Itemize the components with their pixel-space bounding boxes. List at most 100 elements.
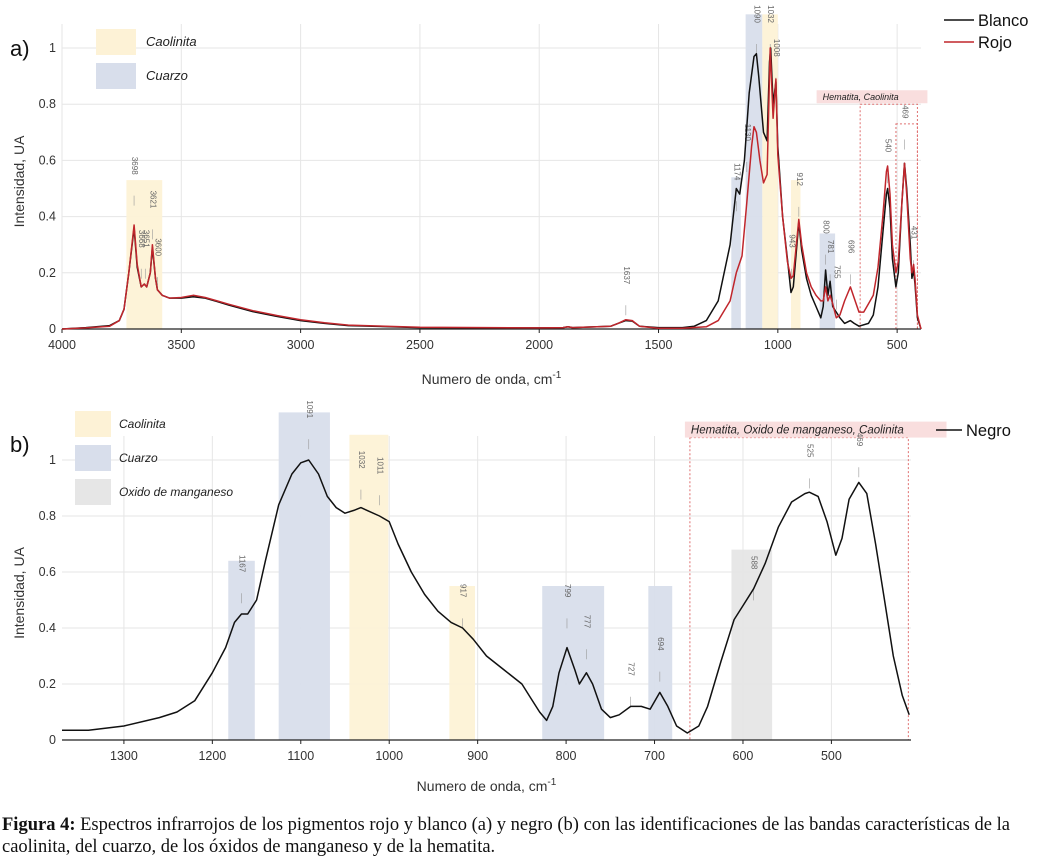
band-legend-label-cuarzo: Cuarzo <box>119 451 158 465</box>
peak-label: 3600 <box>153 238 162 256</box>
band-cuarzo <box>731 177 741 329</box>
x-axis-label: Numero de onda, cm-1 <box>417 777 557 794</box>
band-legend-label-oxido: Oxido de manganeso <box>119 485 233 499</box>
x-tick-label: 700 <box>644 749 665 763</box>
x-tick-label: 1100 <box>287 749 314 763</box>
x-tick-label: 2500 <box>406 338 434 352</box>
band-legend-swatch-caolinita <box>75 411 111 437</box>
band-legend-label-cuarzo: Cuarzo <box>146 68 188 83</box>
x-tick-label: 800 <box>556 749 577 763</box>
peak-label: 1011 <box>375 457 384 475</box>
peak-label: 755 <box>832 265 841 279</box>
x-axis-label-sup: -1 <box>547 777 556 788</box>
peak-label: 469 <box>855 433 864 447</box>
y-axis-label: Intensidad, UA <box>11 546 27 638</box>
peak-label: 917 <box>459 584 468 598</box>
band-caolinita <box>126 180 163 329</box>
peak-label: 777 <box>582 615 591 629</box>
band-oxido <box>731 549 773 740</box>
peak-label: 1032 <box>766 5 775 23</box>
caption-label: Figura 4: <box>2 815 76 835</box>
band-cuarzo <box>278 412 330 740</box>
peak-label: 1090 <box>752 5 761 23</box>
peak-label: 912 <box>795 173 804 187</box>
band-legend-swatch-cuarzo <box>75 445 111 471</box>
y-tick-label: 0.4 <box>39 621 56 635</box>
band-legend-swatch-caolinita <box>96 29 136 55</box>
series-line-rojo <box>61 47 922 330</box>
peak-label: 1032 <box>357 451 366 469</box>
peak-label: 799 <box>563 584 572 598</box>
band-cuarzo <box>228 560 255 740</box>
panel-label: a) <box>10 36 30 61</box>
x-tick-label: 3500 <box>167 338 195 352</box>
y-tick-label: 0.8 <box>39 509 56 523</box>
peak-label: 3651 <box>141 230 150 248</box>
y-tick-label: 0 <box>49 322 56 336</box>
peak-label: 525 <box>805 444 814 458</box>
series-line-negro <box>62 459 910 734</box>
peak-label: 469 <box>901 105 910 119</box>
peak-label: 694 <box>656 637 665 651</box>
peak-label: 1174 <box>732 163 741 181</box>
y-axis-label: Intensidad, UA <box>11 135 27 227</box>
x-tick-label: 600 <box>733 749 754 763</box>
peak-label: 3621 <box>148 191 157 209</box>
peak-label: 943 <box>787 234 796 248</box>
peak-label: 1130 <box>743 124 752 142</box>
panel-b: Hematita, Oxido de manganeso, Caolinita 1… <box>10 400 1011 794</box>
peak-label: 1167 <box>238 555 247 573</box>
x-tick-label: 500 <box>821 749 842 763</box>
caption-text: Espectros infrarrojos de los pigmentos r… <box>2 815 1010 857</box>
x-tick-label: 1500 <box>645 338 673 352</box>
legend-label-negro: Negro <box>966 422 1011 440</box>
band-legend-label-caolinita: Caolinita <box>119 417 166 431</box>
x-axis-label: Numero de onda, cm-1 <box>422 370 562 387</box>
band-cuarzo <box>648 586 673 740</box>
y-tick-label: 0.2 <box>39 677 56 691</box>
band-caolinita <box>449 586 476 740</box>
y-tick-label: 0.6 <box>39 153 56 167</box>
x-tick-label: 4000 <box>48 338 76 352</box>
x-tick-label: 1000 <box>764 338 792 352</box>
x-tick-label: 2000 <box>525 338 553 352</box>
y-tick-label: 0 <box>49 733 56 747</box>
hematita-region-box <box>689 437 909 741</box>
x-axis-label-sup: -1 <box>552 370 561 381</box>
peak-label: 588 <box>750 556 759 570</box>
x-tick-label: 1300 <box>110 749 138 763</box>
peak-label: 696 <box>846 240 855 254</box>
peak-label: 431 <box>910 226 919 240</box>
y-tick-label: 0.4 <box>39 210 56 224</box>
hematita-label-bg <box>816 90 928 104</box>
legend-label-rojo: Rojo <box>978 34 1012 52</box>
peak-label: 1637 <box>622 266 631 284</box>
panel-label: b) <box>10 432 30 457</box>
peak-label: 800 <box>822 220 831 234</box>
x-tick-label: 900 <box>467 749 488 763</box>
x-tick-label: 3000 <box>287 338 315 352</box>
peak-label: 540 <box>884 139 893 153</box>
x-tick-label: 1000 <box>375 749 403 763</box>
hematita-label: Hematita, Caolinita <box>823 92 899 102</box>
hematita-region-box <box>859 103 918 330</box>
y-tick-label: 1 <box>49 453 56 467</box>
x-tick-label: 1200 <box>198 749 226 763</box>
y-tick-label: 0.2 <box>39 266 56 280</box>
figure-caption: Figura 4: Espectros infrarrojos de los p… <box>2 814 1042 858</box>
peak-label: 3698 <box>130 157 139 175</box>
peak-label: 1008 <box>772 39 781 57</box>
peak-label: 781 <box>826 240 835 254</box>
band-caolinita <box>349 434 389 740</box>
band-legend-label-caolinita: Caolinita <box>146 34 197 49</box>
peak-label: 727 <box>627 662 636 676</box>
legend-label-blanco: Blanco <box>978 12 1028 30</box>
peak-label: 1091 <box>305 400 314 418</box>
panel-a: Hematita, Caolinita 4000 3500 3000 2500 2000 1… <box>10 5 1028 387</box>
y-tick-label: 0.6 <box>39 565 56 579</box>
spectra-figure: Hematita, Caolinita 4000 3500 3000 2500 2000 1… <box>10 5 1028 794</box>
hematita-label-bg <box>684 421 947 438</box>
peak-label: 3668 <box>137 230 146 248</box>
band-legend-swatch-cuarzo <box>96 63 136 89</box>
y-tick-label: 1 <box>49 41 56 55</box>
